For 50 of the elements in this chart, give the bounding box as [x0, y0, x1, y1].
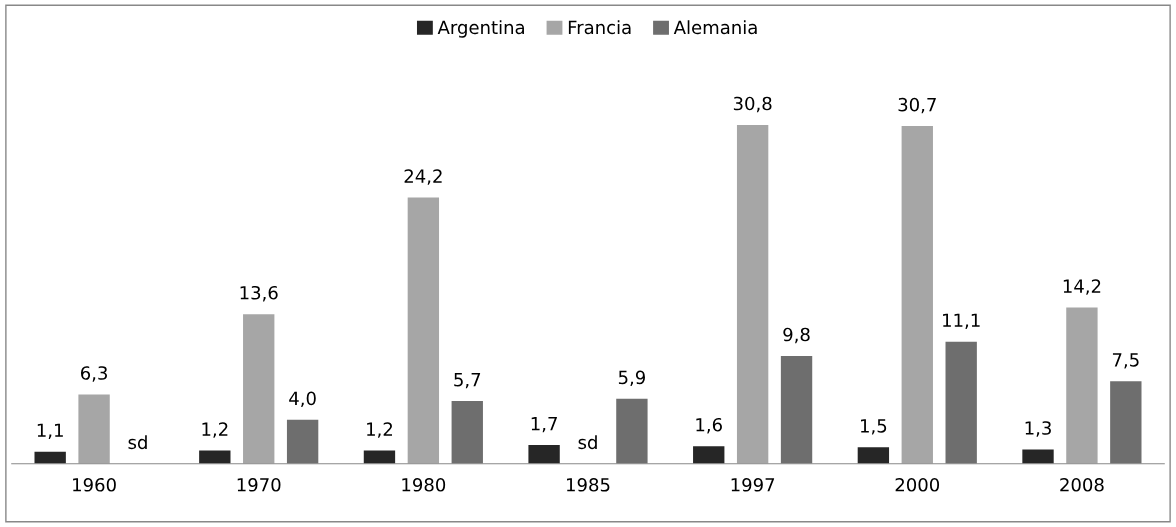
x-tick-label: 1970 — [237, 477, 281, 492]
bar — [693, 446, 725, 464]
data-label: 1,5 — [861, 419, 887, 435]
bar — [451, 401, 483, 464]
x-tick-label: 1980 — [402, 477, 446, 492]
x-tick-label: 1960 — [73, 477, 116, 492]
bar — [736, 124, 769, 464]
text: sd — [128, 435, 147, 450]
bar — [243, 314, 275, 464]
bar — [407, 197, 440, 464]
bar — [1022, 449, 1054, 464]
bar — [1110, 381, 1142, 464]
bar — [857, 447, 890, 464]
bar — [78, 394, 110, 464]
legend-label: Francia — [568, 20, 631, 35]
x-tick-label: 1997 — [731, 477, 775, 492]
data-label: 30,7 — [898, 97, 936, 114]
bar — [616, 398, 648, 464]
data-label: 4,0 — [289, 391, 316, 407]
bar — [363, 450, 396, 464]
data-label: 1,2 — [367, 422, 393, 438]
bar — [199, 450, 231, 464]
data-label: 30,8 — [733, 96, 772, 113]
x-tick-label: 2008 — [1060, 477, 1104, 492]
x-tick-label: 2000 — [895, 477, 940, 492]
x-tick-label: 1985 — [567, 477, 610, 492]
data-label: 13,6 — [240, 285, 278, 302]
data-label: 9,8 — [783, 327, 810, 344]
data-label: 6,3 — [80, 366, 107, 382]
bar — [34, 451, 66, 464]
data-label: 5,9 — [618, 370, 645, 387]
data-label: 11,1 — [943, 313, 980, 329]
bar — [945, 341, 977, 464]
bar — [901, 126, 933, 464]
data-label: 1,1 — [37, 423, 63, 439]
legend-label: Argentina — [437, 20, 524, 38]
data-label: 24,2 — [404, 169, 442, 185]
data-label: 14,2 — [1063, 279, 1101, 295]
data-label: 1,6 — [696, 417, 722, 434]
data-label: 7,5 — [1112, 353, 1139, 369]
data-label: 1,7 — [531, 417, 557, 433]
bar — [780, 355, 813, 464]
data-label: 5,7 — [454, 373, 481, 389]
bar — [286, 419, 319, 464]
data-label: 1,3 — [1025, 421, 1051, 437]
data-label: 1,2 — [202, 422, 228, 438]
text: sd — [578, 435, 597, 450]
legend-label: Alemania — [673, 20, 757, 35]
bar — [1066, 307, 1098, 464]
bar — [528, 445, 560, 464]
